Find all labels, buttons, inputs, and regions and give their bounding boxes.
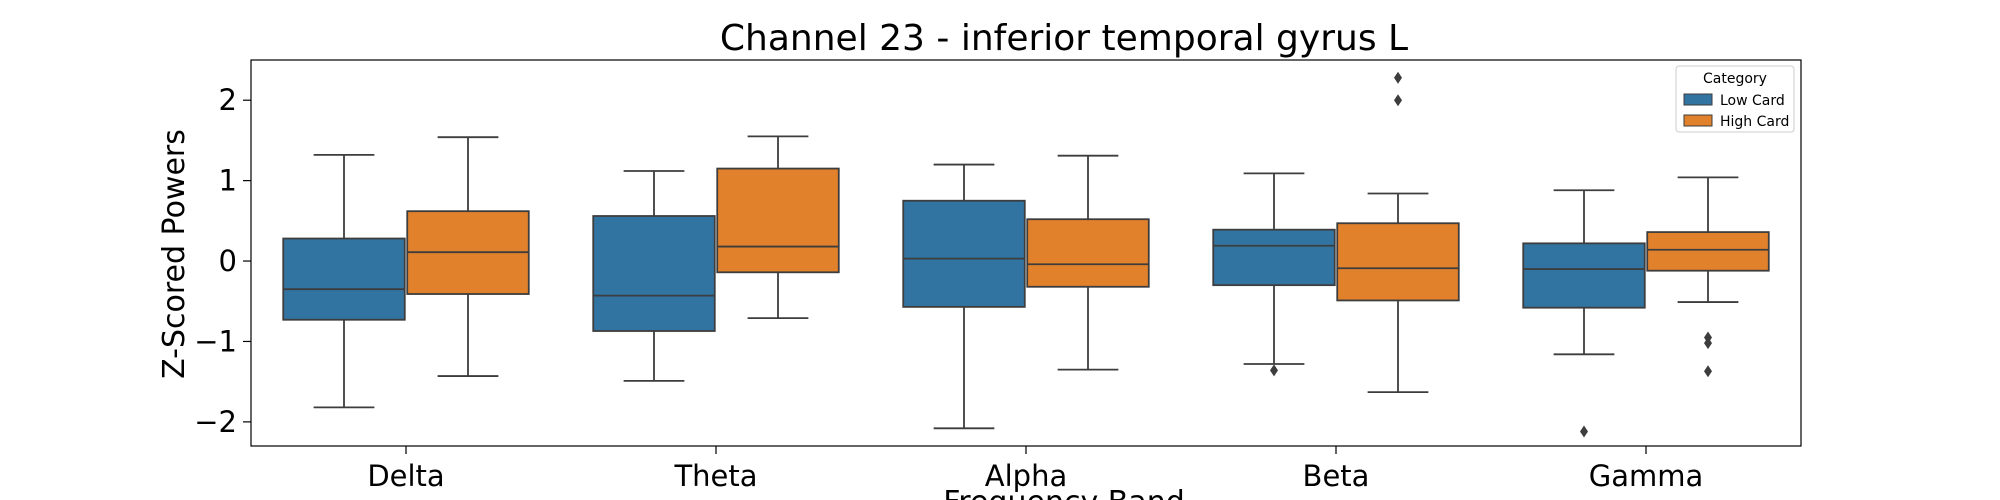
- box-high-card-beta: [1336, 71, 1460, 394]
- legend-swatch-1: [1683, 114, 1713, 127]
- y-tick-label-1: 1: [219, 164, 237, 198]
- box-high-card-theta: [716, 135, 840, 320]
- x-tick-label-0: Delta: [367, 459, 444, 493]
- box-high-card-delta: [406, 136, 530, 377]
- x-tick-label-3: Beta: [1303, 459, 1370, 493]
- y-tick-label-0: 2: [219, 83, 237, 117]
- box-high-card-alpha: [1026, 154, 1150, 371]
- box-iqr: [1522, 242, 1646, 309]
- y-tick-label-2: 0: [219, 244, 237, 278]
- box-high-card-gamma: [1646, 176, 1770, 378]
- box-iqr: [902, 199, 1026, 308]
- legend-label-0: Low Card: [1720, 93, 1785, 109]
- box-low-card-beta: [1212, 172, 1336, 377]
- legend: Category Low Card High Card: [1675, 65, 1795, 133]
- x-tick-label-2: Alpha: [985, 459, 1067, 493]
- x-tick-label-1: Theta: [673, 459, 757, 493]
- box-iqr: [282, 237, 406, 321]
- legend-label-1: High Card: [1720, 114, 1789, 130]
- outlier-point: [1394, 71, 1402, 84]
- box-low-card-delta: [282, 153, 406, 409]
- box-iqr: [716, 167, 840, 274]
- outlier-point: [1270, 364, 1278, 377]
- box-iqr: [1212, 228, 1336, 287]
- x-tick-label-4: Gamma: [1589, 459, 1704, 493]
- outlier-point: [1394, 94, 1402, 107]
- outlier-point: [1704, 365, 1712, 378]
- outlier-point: [1704, 337, 1712, 350]
- box-iqr: [1336, 222, 1460, 302]
- box-low-card-alpha: [902, 163, 1026, 430]
- chart-title: Channel 23 - inferior temporal gyrus L: [720, 18, 1408, 59]
- y-tick-label-4: −2: [194, 405, 237, 439]
- y-axis-label: Z-Scored Powers: [157, 129, 192, 379]
- box-iqr: [1026, 218, 1150, 288]
- plot-area: 2 1 0 −1 −2 Delta Theta Alpha Beta Gamma: [194, 59, 1802, 493]
- box-iqr: [1646, 231, 1770, 272]
- outlier-point: [1580, 425, 1588, 438]
- y-tick-label-3: −1: [194, 324, 237, 358]
- legend-title: Category: [1703, 71, 1767, 87]
- box-iqr: [592, 215, 716, 332]
- x-axis-label: Frequency Band: [943, 485, 1185, 500]
- box-low-card-gamma: [1522, 189, 1646, 438]
- legend-swatch-0: [1683, 93, 1713, 106]
- box-low-card-theta: [592, 170, 716, 382]
